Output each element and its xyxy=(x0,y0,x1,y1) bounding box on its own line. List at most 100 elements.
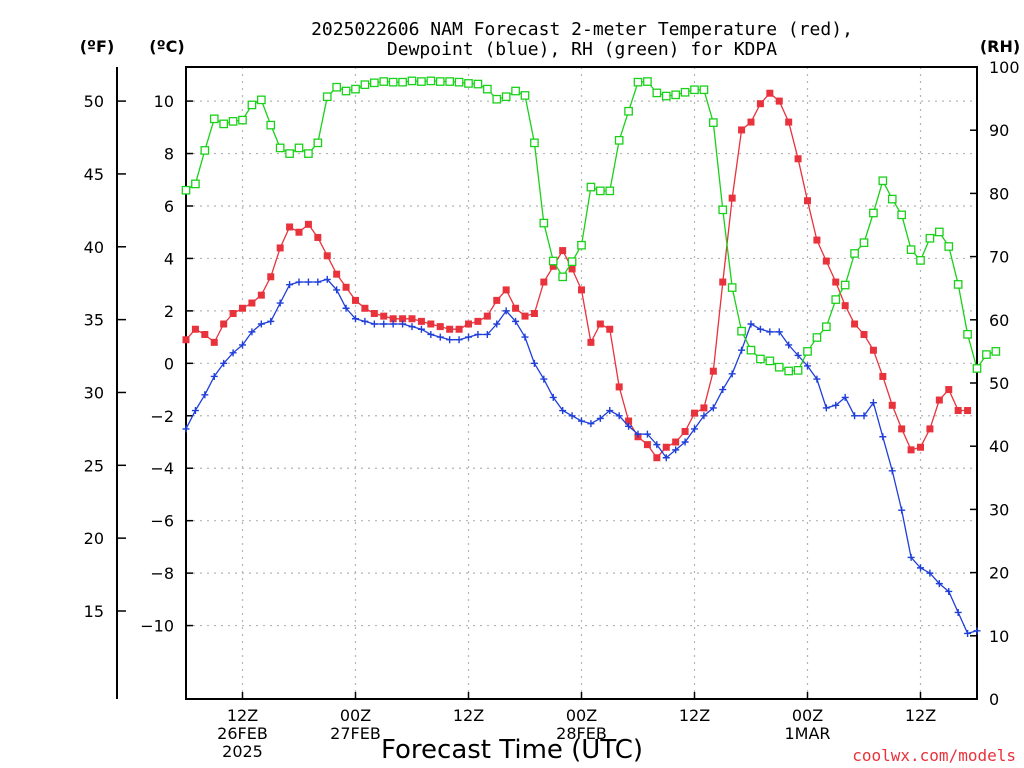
rh-point xyxy=(840,280,850,290)
temperature-point xyxy=(728,194,736,202)
rh-point xyxy=(944,242,954,251)
dewpoint-point xyxy=(596,414,604,422)
fahrenheit-tick-label: 35 xyxy=(84,311,104,330)
dewpoint-point xyxy=(493,320,501,328)
fahrenheit-unit-label: (ºF) xyxy=(80,37,115,56)
dewpoint-point xyxy=(625,422,633,430)
rh-point xyxy=(191,179,200,189)
rh-tick-label: 50 xyxy=(989,374,1009,393)
rh-point xyxy=(426,76,436,86)
dewpoint-point xyxy=(314,278,322,286)
rh-point xyxy=(313,138,323,148)
temperature-point xyxy=(860,330,868,338)
dewpoint-point xyxy=(926,569,934,577)
rh-point xyxy=(821,322,831,332)
dewpoint-point xyxy=(681,438,689,446)
temperature-point xyxy=(907,446,915,454)
rh-point xyxy=(482,84,492,94)
rh-point xyxy=(963,329,972,339)
dewpoint-point xyxy=(427,330,435,338)
rh-point xyxy=(530,138,539,148)
temperature-point xyxy=(794,155,802,163)
rh-point xyxy=(567,257,577,267)
rh-tick-label: 90 xyxy=(989,121,1009,140)
temperature-point xyxy=(945,386,953,394)
rh-point xyxy=(982,350,991,359)
rh-point xyxy=(548,256,558,266)
temperature-point xyxy=(568,265,576,273)
axis-ticks: 1086420−2−4−6−8−105045403530252015100908… xyxy=(84,58,1020,761)
rh-tick-label: 70 xyxy=(989,248,1009,267)
temperature-point xyxy=(389,315,397,323)
dewpoint-point xyxy=(389,320,397,328)
rh-point xyxy=(605,186,615,196)
temperature-point xyxy=(286,223,294,231)
dewpoint-point xyxy=(380,320,388,328)
temperature-point xyxy=(276,244,284,252)
rh-point xyxy=(878,176,888,186)
rh-point xyxy=(727,283,737,292)
rh-point xyxy=(285,149,294,158)
rh-point xyxy=(869,208,878,218)
x-tick-label: 2025 xyxy=(222,742,263,761)
dewpoint-point xyxy=(474,330,482,338)
temperature-point xyxy=(785,118,793,126)
x-tick-label: 12Z xyxy=(679,706,710,725)
dewpoint-point xyxy=(201,391,209,399)
temperature-point xyxy=(540,278,548,286)
rh-point xyxy=(916,256,925,265)
dewpoint-point xyxy=(578,417,585,425)
dewpoint-point xyxy=(653,441,661,449)
rh-tick-label: 10 xyxy=(989,627,1009,646)
rh-point xyxy=(633,77,643,87)
rh-point xyxy=(793,366,803,375)
rh-point xyxy=(351,84,360,94)
dewpoint-point xyxy=(352,315,359,323)
rh-point xyxy=(718,205,728,215)
dewpoint-point xyxy=(530,359,538,367)
rh-point xyxy=(708,118,718,127)
dewpoint-point xyxy=(643,430,651,438)
celsius-tick-label: −4 xyxy=(150,459,174,478)
rh-point xyxy=(200,146,210,155)
fahrenheit-tick-label: 15 xyxy=(84,602,104,621)
temperature-point xyxy=(210,338,218,346)
temperature-point xyxy=(898,425,906,433)
rh-point xyxy=(887,194,897,204)
temperature-point xyxy=(615,383,623,391)
celsius-tick-label: −2 xyxy=(150,407,174,426)
rh-point xyxy=(454,77,464,87)
dewpoint-point xyxy=(662,454,670,462)
dewpoint-line xyxy=(185,278,978,635)
dewpoint-point xyxy=(728,370,736,378)
rh-point xyxy=(520,91,530,100)
rh-point xyxy=(464,79,473,88)
rh-point xyxy=(369,78,379,88)
x-tick-label: 00Z xyxy=(566,706,597,725)
dewpoint-point xyxy=(323,275,331,283)
rh-point xyxy=(577,240,586,250)
rh-point xyxy=(661,91,671,101)
temperature-point xyxy=(879,372,887,380)
rh-point xyxy=(850,249,859,258)
dewpoint-point xyxy=(738,346,746,354)
rh-tick-label: 40 xyxy=(989,437,1009,456)
rh-unit-label: (RH) xyxy=(980,37,1020,56)
rh-point xyxy=(859,238,869,248)
rh-point xyxy=(746,345,756,355)
rh-point xyxy=(906,245,916,254)
temperature-point xyxy=(465,320,472,328)
rh-point xyxy=(501,92,511,102)
dewpoint-point xyxy=(248,328,256,336)
dewpoint-point xyxy=(182,425,190,433)
temperature-point xyxy=(408,315,416,323)
dewpoint-point xyxy=(568,412,576,420)
dewpoint-point xyxy=(964,629,972,637)
rh-point xyxy=(897,210,907,220)
temperature-point xyxy=(370,310,378,318)
rh-tick-label: 60 xyxy=(989,311,1009,330)
temperature-point xyxy=(333,270,341,278)
rh-tick-label: 100 xyxy=(989,58,1020,77)
celsius-tick-label: 2 xyxy=(164,302,174,321)
dewpoint-point xyxy=(851,412,859,420)
